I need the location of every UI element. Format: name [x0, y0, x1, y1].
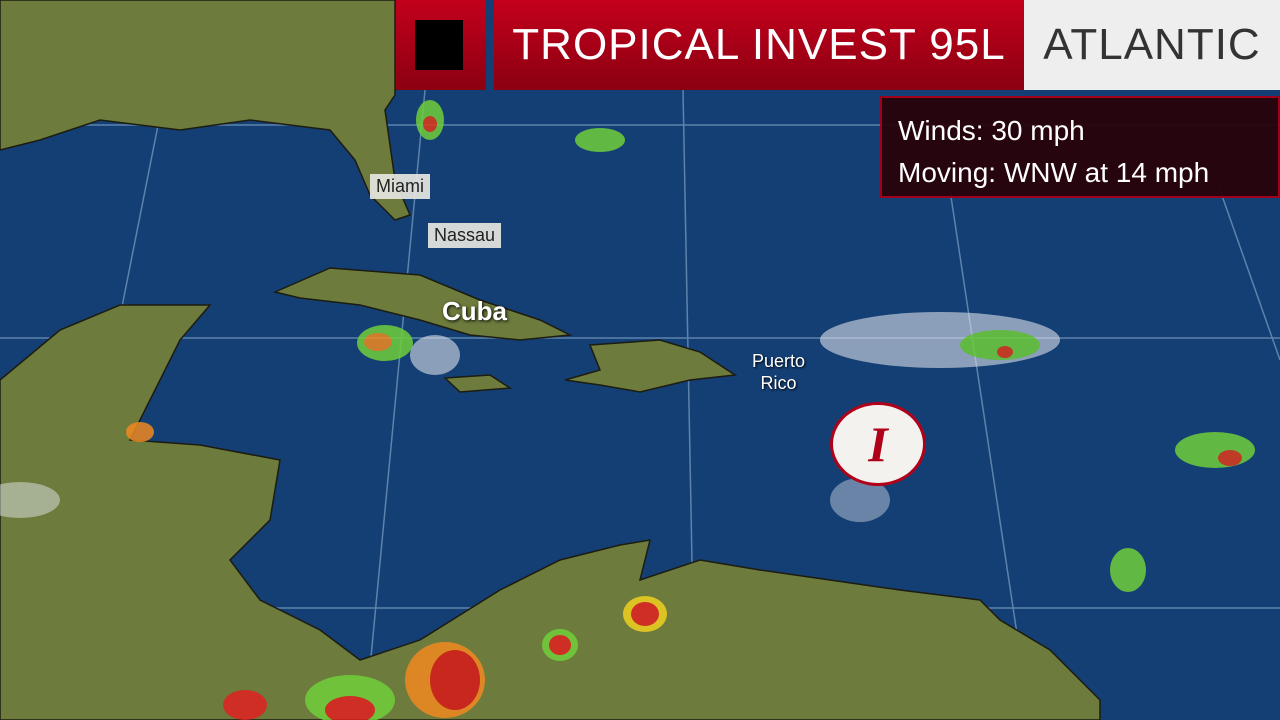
island-label-puerto-rico: Puerto Rico	[752, 350, 805, 394]
logo-square	[415, 20, 463, 70]
country-label-cuba: Cuba	[442, 296, 507, 326]
land	[0, 0, 1101, 720]
clouds	[0, 100, 1255, 720]
storm-title: TROPICAL INVEST 95L	[494, 0, 1024, 90]
storm-info-box: Winds: 30 mph Moving: WNW at 14 mph	[880, 96, 1280, 198]
invest-storm-icon: I	[830, 402, 926, 486]
city-label-miami: Miami	[370, 174, 430, 199]
region-label: ATLANTIC	[1024, 0, 1280, 90]
island-label-line1: Puerto	[752, 351, 806, 371]
movement-text: Moving: WNW at 14 mph	[898, 157, 1210, 188]
network-logo	[396, 0, 486, 90]
winds-text: Winds: 30 mph	[898, 115, 1085, 146]
island-label-line2: Rico	[760, 373, 797, 393]
city-label-nassau: Nassau	[428, 223, 502, 248]
